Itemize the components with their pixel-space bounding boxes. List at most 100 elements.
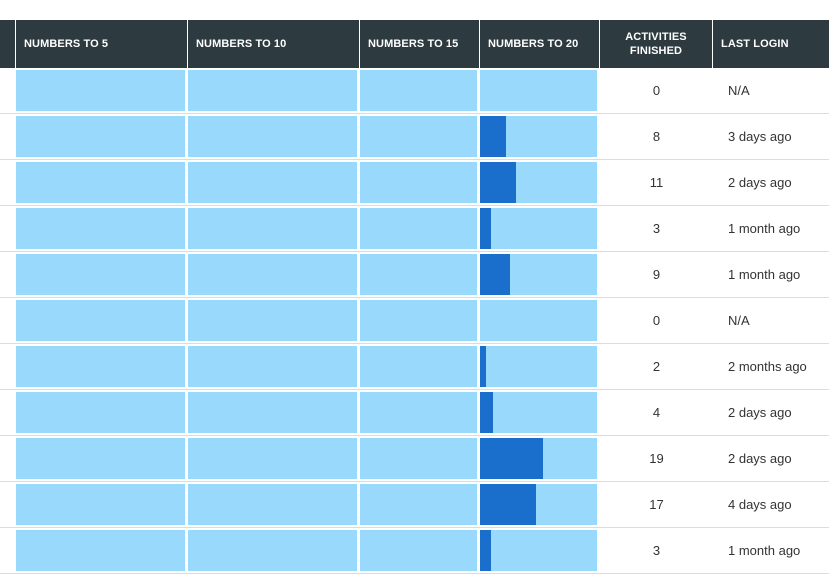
numbers-to-15-progress-bar: [360, 254, 477, 295]
student-cell: [0, 206, 16, 251]
table-row[interactable]: 11 2 days ago: [0, 160, 829, 206]
numbers-to-20-progress-bar: [480, 70, 597, 111]
numbers-to-15-progress-cell[interactable]: [360, 298, 480, 343]
numbers-to-10-progress-cell[interactable]: [188, 344, 360, 389]
numbers-to-20-progress-fill: [480, 208, 491, 249]
numbers-to-15-progress-cell[interactable]: [360, 436, 480, 481]
header-activities-line2: FINISHED: [629, 45, 683, 57]
numbers-to-15-progress-bar: [360, 162, 477, 203]
numbers-to-20-progress-cell[interactable]: [480, 436, 600, 481]
student-cell: [0, 298, 16, 343]
numbers-to-5-progress-cell[interactable]: [16, 160, 188, 205]
numbers-to-20-progress-fill: [480, 116, 506, 157]
numbers-to-20-progress-cell[interactable]: [480, 114, 600, 159]
numbers-to-5-progress-cell[interactable]: [16, 252, 188, 297]
numbers-to-20-progress-cell[interactable]: [480, 528, 600, 573]
numbers-to-20-progress-bar: [480, 484, 597, 525]
numbers-to-5-progress-cell[interactable]: [16, 68, 188, 113]
table-row[interactable]: 8 3 days ago: [0, 114, 829, 160]
activities-finished-value: 4: [652, 405, 661, 420]
numbers-to-10-progress-cell[interactable]: [188, 68, 360, 113]
numbers-to-20-progress-fill: [480, 438, 544, 479]
numbers-to-15-progress-cell[interactable]: [360, 344, 480, 389]
header-numbers-to-10[interactable]: NUMBERS TO 10: [188, 20, 360, 68]
numbers-to-10-progress-cell[interactable]: [188, 252, 360, 297]
last-login-value: 1 month ago: [728, 267, 801, 282]
header-activities-finished[interactable]: ACTIVITIES FINISHED: [600, 20, 713, 68]
numbers-to-10-progress-cell[interactable]: [188, 114, 360, 159]
numbers-to-20-progress-cell[interactable]: [480, 206, 600, 251]
table-row[interactable]: 9 1 month ago: [0, 252, 829, 298]
numbers-to-20-progress-bar: [480, 438, 597, 479]
numbers-to-10-progress-bar: [188, 392, 357, 433]
numbers-to-20-progress-bar: [480, 162, 597, 203]
numbers-to-10-progress-cell[interactable]: [188, 482, 360, 527]
numbers-to-5-progress-cell[interactable]: [16, 528, 188, 573]
numbers-to-20-progress-cell[interactable]: [480, 298, 600, 343]
numbers-to-20-progress-cell[interactable]: [480, 68, 600, 113]
numbers-to-20-progress-bar: [480, 254, 597, 295]
numbers-to-20-progress-cell[interactable]: [480, 390, 600, 435]
last-login-value: 2 days ago: [728, 405, 792, 420]
numbers-to-5-progress-cell[interactable]: [16, 344, 188, 389]
numbers-to-15-progress-cell[interactable]: [360, 114, 480, 159]
numbers-to-10-progress-bar: [188, 300, 357, 341]
numbers-to-5-progress-cell[interactable]: [16, 390, 188, 435]
numbers-to-15-progress-cell[interactable]: [360, 482, 480, 527]
numbers-to-10-progress-cell[interactable]: [188, 298, 360, 343]
header-student-column: [0, 20, 16, 68]
numbers-to-5-progress-cell[interactable]: [16, 436, 188, 481]
table-row[interactable]: 0 N/A: [0, 298, 829, 344]
student-cell: [0, 68, 16, 113]
numbers-to-5-progress-cell[interactable]: [16, 114, 188, 159]
numbers-to-5-progress-cell[interactable]: [16, 206, 188, 251]
header-last-login[interactable]: LAST LOGIN: [721, 38, 789, 50]
numbers-to-10-progress-cell[interactable]: [188, 436, 360, 481]
last-login-value: 1 month ago: [728, 221, 801, 236]
numbers-to-15-progress-bar: [360, 392, 477, 433]
table-row[interactable]: 19 2 days ago: [0, 436, 829, 482]
student-cell: [0, 390, 16, 435]
numbers-to-10-progress-cell[interactable]: [188, 528, 360, 573]
activities-finished-value: 8: [652, 129, 661, 144]
numbers-to-20-progress-cell[interactable]: [480, 252, 600, 297]
numbers-to-20-progress-bar: [480, 346, 597, 387]
table-row[interactable]: 4 2 days ago: [0, 390, 829, 436]
header-numbers-to-20[interactable]: NUMBERS TO 20: [480, 20, 600, 68]
table-row[interactable]: 3 1 month ago: [0, 528, 829, 574]
last-login-value: N/A: [728, 83, 750, 98]
table-row[interactable]: 17 4 days ago: [0, 482, 829, 528]
numbers-to-20-progress-bar: [480, 208, 597, 249]
numbers-to-10-progress-cell[interactable]: [188, 206, 360, 251]
numbers-to-5-progress-cell[interactable]: [16, 298, 188, 343]
numbers-to-5-progress-cell[interactable]: [16, 482, 188, 527]
activities-finished-value: 3: [652, 543, 661, 558]
numbers-to-20-progress-bar: [480, 300, 597, 341]
numbers-to-15-progress-cell[interactable]: [360, 206, 480, 251]
numbers-to-15-progress-cell[interactable]: [360, 390, 480, 435]
activities-finished-value: 2: [652, 359, 661, 374]
header-numbers-to-15[interactable]: NUMBERS TO 15: [360, 20, 480, 68]
numbers-to-10-progress-cell[interactable]: [188, 390, 360, 435]
activities-finished-value: 19: [649, 451, 664, 466]
numbers-to-20-progress-cell[interactable]: [480, 482, 600, 527]
table-row[interactable]: 3 1 month ago: [0, 206, 829, 252]
numbers-to-5-progress-bar: [16, 254, 185, 295]
numbers-to-20-progress-bar: [480, 392, 597, 433]
table-row[interactable]: 2 2 months ago: [0, 344, 829, 390]
table-row[interactable]: 0 N/A: [0, 68, 829, 114]
numbers-to-5-progress-bar: [16, 392, 185, 433]
numbers-to-10-progress-bar: [188, 530, 357, 571]
numbers-to-10-progress-cell[interactable]: [188, 160, 360, 205]
header-numbers-to-5[interactable]: NUMBERS TO 5: [16, 20, 188, 68]
numbers-to-20-progress-cell[interactable]: [480, 344, 600, 389]
numbers-to-15-progress-cell[interactable]: [360, 252, 480, 297]
numbers-to-20-progress-cell[interactable]: [480, 160, 600, 205]
student-cell: [0, 252, 16, 297]
numbers-to-20-progress-fill: [480, 530, 491, 571]
numbers-to-10-progress-bar: [188, 484, 357, 525]
activities-finished-value: 11: [649, 175, 664, 190]
numbers-to-15-progress-cell[interactable]: [360, 528, 480, 573]
numbers-to-15-progress-cell[interactable]: [360, 160, 480, 205]
numbers-to-15-progress-cell[interactable]: [360, 68, 480, 113]
